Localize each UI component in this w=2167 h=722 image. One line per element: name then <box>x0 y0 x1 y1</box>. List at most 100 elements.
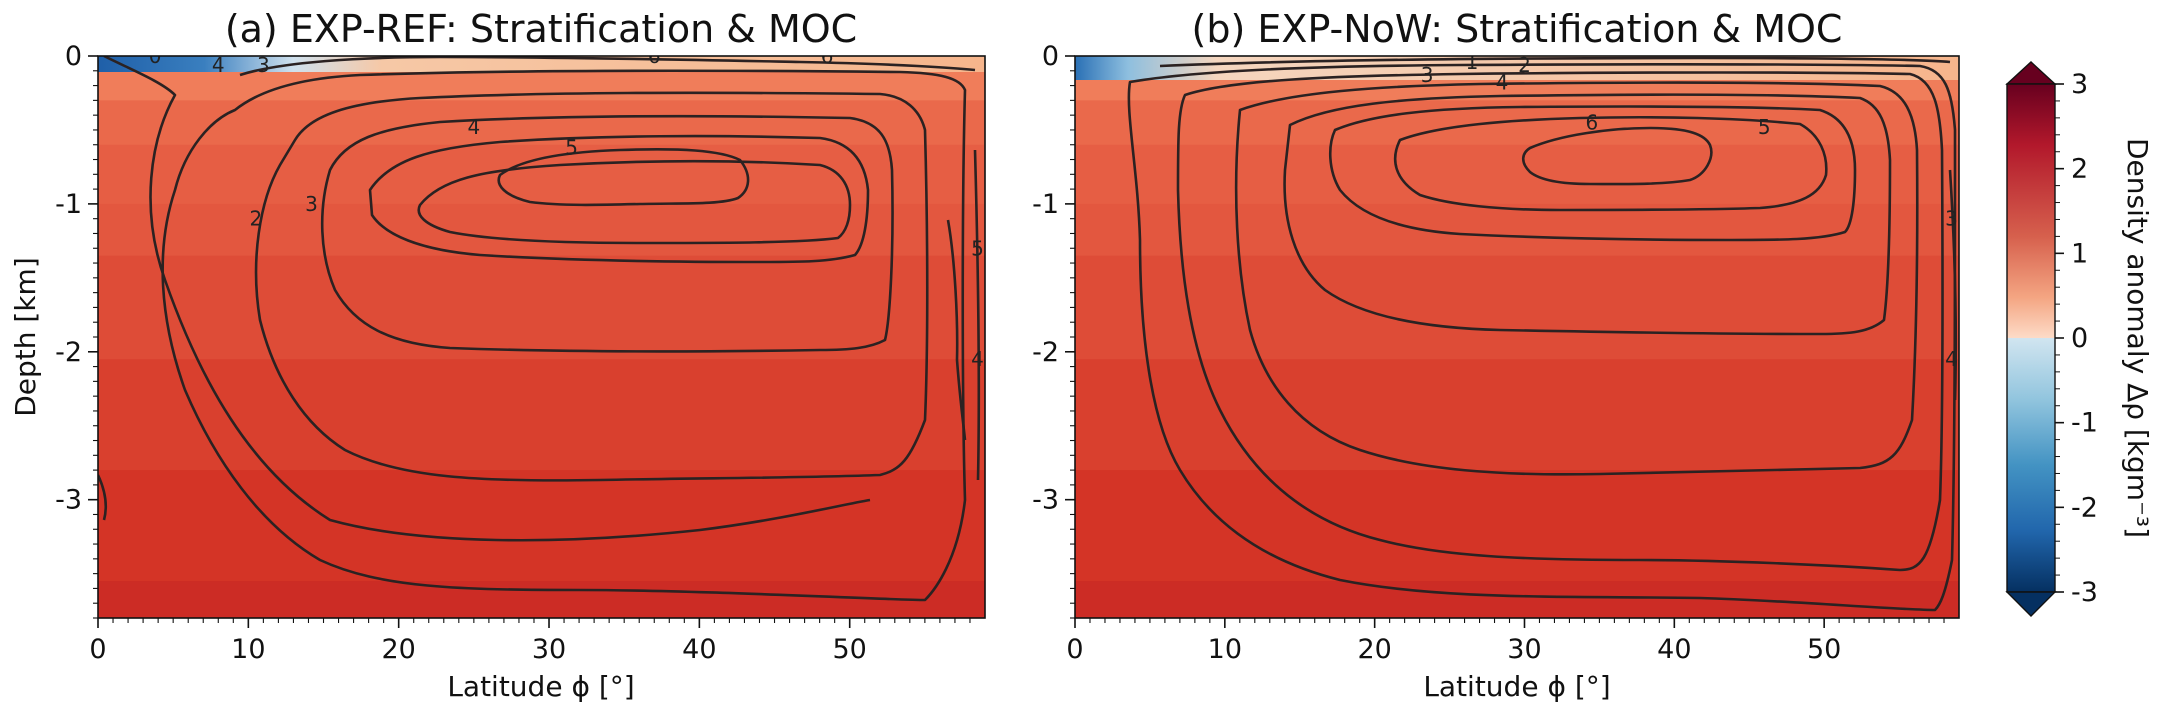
panel-b-title: (b) EXP-NoW: Stratification & MOC <box>1192 7 1843 51</box>
panel-a-contour-label-9: 6 <box>648 44 661 68</box>
panel-b-ytick-label-0: 0 <box>1042 41 1059 72</box>
panel-b-density-field <box>1075 56 1959 618</box>
panel-b: (b) EXP-NoW: Stratification & MOC 1 2 3 4 6 5… <box>1032 7 1960 703</box>
panel-b-density-layer-7 <box>1075 470 1959 582</box>
contour-a-10 <box>98 474 108 521</box>
panel-a-contour-label-6: 0 <box>149 44 162 68</box>
panel-b-xlabel: Latitude ϕ [°] <box>1423 670 1610 703</box>
panel-b-contour-label-1: 2 <box>1518 53 1531 77</box>
colorbar: 3 2 1 0 -1 -2 -3 Density anomaly Δρ [kgm⁻³] <box>2005 61 2154 617</box>
panel-a-xtick-label-0: 0 <box>89 634 106 665</box>
colorbar-extend-top <box>2005 61 2057 85</box>
panel-b-contour-label-2: 3 <box>1421 63 1434 87</box>
panel-b-density-layer-6 <box>1075 359 1959 471</box>
colorbar-tick-label-5: -2 <box>2071 492 2098 523</box>
panel-a-density-layer-6 <box>98 359 985 471</box>
panel-a-ylabel: Depth [km] <box>9 257 42 417</box>
panel-b-contour-label-3: 4 <box>1496 71 1509 95</box>
colorbar-tick-label-6: -3 <box>2071 577 2098 608</box>
colorbar-ticks: 3 2 1 0 -1 -2 -3 <box>2055 69 2098 608</box>
panel-a-contour-label-8: 4 <box>212 53 225 77</box>
panel-b-ytick-label-3: -3 <box>1032 485 1059 516</box>
panel-b-xtick-label-1: 10 <box>1208 634 1242 665</box>
panel-a-contour-label-7: 3 <box>257 53 270 77</box>
panel-a-ytick-label-2: -2 <box>55 337 82 368</box>
panel-b-xtick-label-5: 50 <box>1807 634 1841 665</box>
panel-b-xtick-label-4: 40 <box>1657 634 1691 665</box>
panel-a-contour-labels: 2 3 4 5 5 4 0 3 4 6 6 <box>149 44 984 371</box>
panel-a-density-layer-7 <box>98 470 985 582</box>
panel-a-contour-label-3: 5 <box>565 136 578 160</box>
contour-a-8 <box>497 148 750 207</box>
colorbar-tick-label-3: 0 <box>2071 323 2088 354</box>
contour-a-1 <box>103 56 871 542</box>
contour-a-4 <box>254 91 929 482</box>
panel-a-ytick-label-0: 0 <box>65 41 82 72</box>
panel-a-contour-label-10: 6 <box>821 44 834 68</box>
contour-b-8 <box>1521 126 1713 186</box>
panel-b-density-layer-4 <box>1075 203 1959 257</box>
panel-b-axes: 0 10 20 30 40 50 0 -1 -2 -3 <box>1032 41 1945 665</box>
panel-b-density-layer-8 <box>1075 581 1959 618</box>
colorbar-body <box>2006 83 2056 593</box>
colorbar-tick-label-4: -1 <box>2071 408 2098 439</box>
panel-b-surface-layer <box>1075 56 1959 80</box>
contour-b-6 <box>1328 105 1857 242</box>
panel-a: (a) EXP-REF: Stratification & MOC 2 3 4 5 5 4… <box>9 7 986 703</box>
panel-a-contour-label-4: 5 <box>971 236 984 260</box>
contour-a-6 <box>368 134 870 264</box>
colorbar-tick-label-1: 2 <box>2071 154 2088 185</box>
colorbar-tick-label-0: 3 <box>2071 69 2088 100</box>
panel-a-moc-contours <box>98 56 981 602</box>
panel-b-ytick-label-1: -1 <box>1032 189 1059 220</box>
contour-b-5 <box>1283 93 1892 336</box>
panel-b-xtick-label-2: 20 <box>1357 634 1391 665</box>
contour-b-3 <box>1176 71 1944 572</box>
panel-b-contour-label-4: 6 <box>1586 111 1599 135</box>
panel-a-axes: 0 10 20 30 40 500-1-2-3 <box>55 41 971 665</box>
panel-b-contour-label-0: 1 <box>1466 50 1479 74</box>
panel-a-xtick-label-1: 10 <box>231 634 265 665</box>
panel-b-contour-labels: 1 2 3 4 6 5 3 4 <box>1421 50 1958 371</box>
panel-b-moc-contours <box>1127 56 1958 612</box>
panel-a-ytick-label-3: -3 <box>55 485 82 516</box>
panel-b-contour-label-6: 3 <box>1945 207 1958 231</box>
panel-a-xtick-label-5: 50 <box>833 634 867 665</box>
contour-b-7 <box>1393 115 1828 212</box>
panel-a-contour-label-5: 4 <box>971 347 984 371</box>
contour-b-2 <box>1127 63 1957 612</box>
contour-b-1 <box>1159 56 1951 68</box>
panel-a-xtick-label-3: 30 <box>532 634 566 665</box>
panel-a-density-layer-4 <box>98 203 985 257</box>
panel-a-title: (a) EXP-REF: Stratification & MOC <box>225 7 857 51</box>
contour-a-9 <box>946 149 981 481</box>
panel-a-contour-label-0: 2 <box>249 207 262 231</box>
panel-b-contour-label-7: 4 <box>1945 347 1958 371</box>
contour-a-7 <box>417 159 852 245</box>
panel-a-density-layer-1 <box>98 70 985 101</box>
panel-a-contour-label-2: 4 <box>467 115 480 139</box>
contour-a-3 <box>161 69 967 602</box>
panel-a-density-field <box>98 56 985 618</box>
contour-b-4 <box>1234 81 1919 476</box>
panel-b-contour-label-5: 5 <box>1758 115 1771 139</box>
panel-a-xtick-label-2: 20 <box>381 634 415 665</box>
panel-a-xlabel: Latitude ϕ [°] <box>447 670 634 703</box>
panel-a-contour-label-1: 3 <box>305 192 318 216</box>
panel-a-density-layer-8 <box>98 581 985 618</box>
panel-a-density-layer-2 <box>98 100 985 146</box>
contour-b-9 <box>1948 169 1958 401</box>
contour-a-5 <box>320 114 894 353</box>
panel-a-xtick-label-4: 40 <box>682 634 716 665</box>
colorbar-extend-bottom <box>2005 591 2057 617</box>
contour-a-2 <box>239 56 976 77</box>
colorbar-label: Density anomaly Δρ [kgm⁻³] <box>2121 138 2154 538</box>
panel-b-xtick-label-3: 30 <box>1507 634 1541 665</box>
panel-a-density-layer-5 <box>98 255 985 360</box>
panel-b-ytick-label-2: -2 <box>1032 337 1059 368</box>
panel-a-ytick-label-1: -1 <box>55 189 82 220</box>
panel-b-xtick-label-0: 0 <box>1066 634 1083 665</box>
panel-b-density-layer-5 <box>1075 255 1959 360</box>
colorbar-tick-label-2: 1 <box>2071 238 2088 269</box>
